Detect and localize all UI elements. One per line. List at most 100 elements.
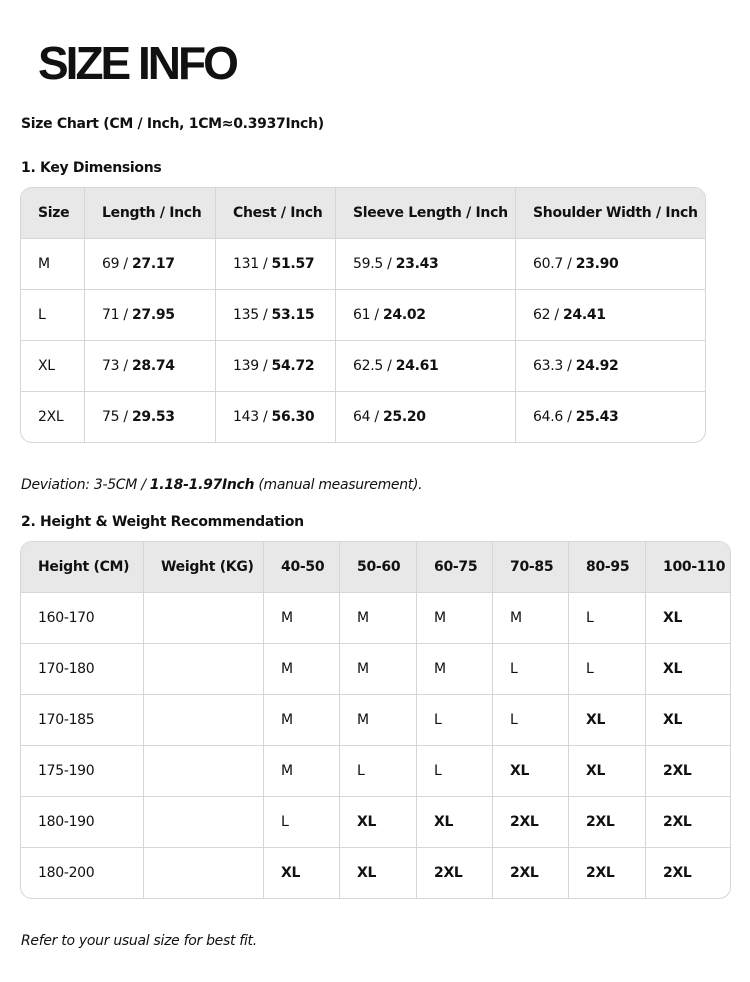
table-cell: 2XL: [417, 847, 493, 898]
column-header: 80-95: [569, 542, 646, 592]
table-cell: XL: [340, 847, 417, 898]
column-header: Chest / Inch: [216, 188, 336, 238]
inch-value: 24.61: [395, 358, 439, 374]
inch-value: 28.74: [131, 358, 175, 374]
table-cell: M: [264, 643, 340, 694]
table-row: 170-185 M M L L XL XL: [21, 694, 730, 745]
separator: /: [382, 358, 396, 374]
table-cell: 175-190: [21, 745, 144, 796]
inch-value: 54.72: [271, 358, 315, 374]
cm-value: 64.6: [533, 409, 563, 425]
table-row: 2XL 75 / 29.53 143 / 56.30 64 / 25.20 64.6 /…: [21, 391, 705, 442]
inch-value: 24.41: [562, 307, 606, 323]
table-cell: L: [569, 643, 646, 694]
table-cell: [144, 745, 264, 796]
cm-value: 59.5: [353, 256, 383, 272]
table-cell: L: [493, 643, 569, 694]
table-cell: 60.7 / 23.90: [516, 238, 705, 289]
cm-value: 135: [233, 307, 259, 323]
separator: /: [258, 409, 272, 425]
cm-value: 73: [102, 358, 120, 374]
table-row: 160-170 M M M M L XL: [21, 592, 730, 643]
inch-value: 25.43: [575, 409, 619, 425]
cm-value: 139: [233, 358, 259, 374]
table-cell: 75 / 29.53: [85, 391, 216, 442]
column-header: Weight (KG): [144, 542, 264, 592]
table-cell: [144, 796, 264, 847]
separator: /: [119, 358, 132, 374]
table-row: M 69 / 27.17 131 / 51.57 59.5 / 23.43 60.7 /…: [21, 238, 705, 289]
separator: /: [370, 409, 383, 425]
cm-value: 61: [353, 307, 371, 323]
separator: /: [258, 256, 272, 272]
table-cell: XL: [340, 796, 417, 847]
table-cell: 61 / 24.02: [336, 289, 516, 340]
cm-value: 64: [353, 409, 371, 425]
table-cell: M: [340, 592, 417, 643]
table-row: 180-190 L XL XL 2XL 2XL 2XL: [21, 796, 730, 847]
separator: /: [119, 307, 132, 323]
table-cell: 139 / 54.72: [216, 340, 336, 391]
footer-note: Refer to your usual size for best fit.: [21, 933, 257, 949]
separator: /: [562, 358, 576, 374]
separator: /: [562, 256, 576, 272]
column-header: Shoulder Width / Inch: [516, 188, 705, 238]
table-cell: XL: [21, 340, 85, 391]
deviation-note: Deviation: 3-5CM / 1.18-1.97Inch (manual…: [21, 477, 423, 493]
table-cell: L: [417, 694, 493, 745]
column-header: Height (CM): [21, 542, 144, 592]
table-cell: 170-185: [21, 694, 144, 745]
table-cell: M: [340, 643, 417, 694]
cm-value: 69: [102, 256, 120, 272]
table-cell: 64 / 25.20: [336, 391, 516, 442]
separator: /: [382, 256, 396, 272]
table-cell: 160-170: [21, 592, 144, 643]
column-header: 100-110: [646, 542, 730, 592]
inch-value: 29.53: [131, 409, 175, 425]
inch-value: 23.43: [395, 256, 439, 272]
table-cell: 2XL: [493, 796, 569, 847]
table-row: 170-180 M M M L L XL: [21, 643, 730, 694]
inch-value: 23.90: [575, 256, 619, 272]
table-cell: 2XL: [569, 796, 646, 847]
table-cell: XL: [417, 796, 493, 847]
column-header: Length / Inch: [85, 188, 216, 238]
cm-value: 143: [233, 409, 259, 425]
table-cell: 170-180: [21, 643, 144, 694]
cm-value: 60.7: [533, 256, 563, 272]
separator: /: [258, 358, 272, 374]
table-cell: 2XL: [646, 745, 730, 796]
table-cell: 63.3 / 24.92: [516, 340, 705, 391]
cm-value: 63.3: [533, 358, 563, 374]
separator: /: [119, 256, 132, 272]
table-cell: 59.5 / 23.43: [336, 238, 516, 289]
column-header: Sleeve Length / Inch: [336, 188, 516, 238]
table-cell: M: [264, 694, 340, 745]
table-cell: XL: [569, 745, 646, 796]
table-row: 175-190 M L L XL XL 2XL: [21, 745, 730, 796]
cm-value: 62.5: [353, 358, 383, 374]
column-header: 60-75: [417, 542, 493, 592]
table-cell: L: [493, 694, 569, 745]
inch-value: 27.17: [131, 256, 175, 272]
column-header: 70-85: [493, 542, 569, 592]
table-cell: 73 / 28.74: [85, 340, 216, 391]
table-cell: 131 / 51.57: [216, 238, 336, 289]
separator: /: [258, 307, 272, 323]
inch-value: 56.30: [271, 409, 315, 425]
table-cell: XL: [493, 745, 569, 796]
table-cell: M: [493, 592, 569, 643]
table-cell: 62 / 24.41: [516, 289, 705, 340]
table-cell: L: [417, 745, 493, 796]
table-cell: 62.5 / 24.61: [336, 340, 516, 391]
table-cell: [144, 694, 264, 745]
table-cell: 135 / 53.15: [216, 289, 336, 340]
page-title: SIZE INFO: [38, 37, 239, 89]
table-cell: XL: [646, 643, 730, 694]
table-cell: L: [264, 796, 340, 847]
column-header: 50-60: [340, 542, 417, 592]
size-chart-subtitle: Size Chart (CM / Inch, 1CM≈0.3937Inch): [21, 116, 324, 132]
column-header: 40-50: [264, 542, 340, 592]
deviation-inch: 1.18-1.97Inch: [149, 477, 255, 493]
inch-value: 51.57: [271, 256, 315, 272]
